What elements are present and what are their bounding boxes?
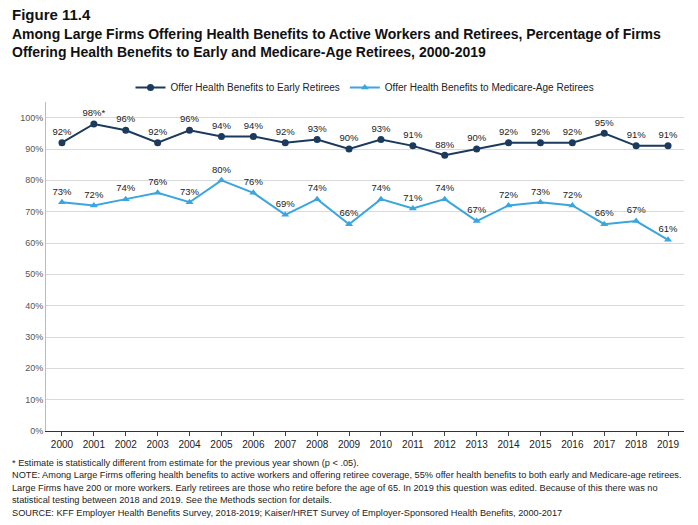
html-text:Among Large Firms Offering Hea: Among Large Firms Offering Health Benefi… [12, 26, 661, 61]
svg-text:71%: 71% [403, 192, 423, 203]
svg-text:73%: 73% [180, 186, 200, 197]
svg-text:90%: 90% [467, 133, 487, 144]
svg-text:72%: 72% [499, 189, 519, 200]
svg-text:2011: 2011 [402, 439, 424, 450]
svg-text:Offer Health Benefits to Early: Offer Health Benefits to Early Retirees [171, 83, 340, 94]
svg-text:72%: 72% [84, 189, 104, 200]
html-text:NOTE: Among Large Firms offeri: NOTE: Among Large Firms offering health … [12, 470, 682, 506]
svg-text:2015: 2015 [529, 439, 552, 450]
svg-text:76%: 76% [244, 176, 264, 187]
svg-text:66%: 66% [340, 208, 360, 219]
svg-text:67%: 67% [627, 205, 647, 216]
svg-text:72%: 72% [563, 189, 583, 200]
svg-text:93%: 93% [371, 123, 391, 134]
svg-text:2012: 2012 [434, 439, 457, 450]
svg-text:2006: 2006 [242, 439, 265, 450]
svg-text:90%: 90% [25, 145, 43, 155]
svg-text:2007: 2007 [274, 439, 297, 450]
svg-text:91%: 91% [403, 129, 423, 140]
svg-text:Offer Health Benefits to Medic: Offer Health Benefits to Medicare-Age Re… [385, 83, 594, 94]
svg-text:94%: 94% [212, 120, 232, 131]
svg-text:2003: 2003 [147, 439, 170, 450]
svg-text:91%: 91% [627, 129, 647, 140]
svg-text:95%: 95% [595, 117, 615, 128]
svg-text:2000: 2000 [51, 439, 74, 450]
svg-text:76%: 76% [148, 176, 168, 187]
svg-text:80%: 80% [212, 164, 232, 175]
svg-text:67%: 67% [467, 205, 487, 216]
svg-text:91%: 91% [659, 129, 679, 140]
svg-text:80%: 80% [25, 176, 43, 186]
svg-text:10%: 10% [25, 395, 43, 405]
svg-text:2010: 2010 [370, 439, 393, 450]
html-text:SOURCE: KFF Employer Health Be: SOURCE: KFF Employer Health Benefits Sur… [12, 507, 563, 518]
svg-text:96%: 96% [180, 114, 200, 125]
svg-text:74%: 74% [435, 183, 455, 194]
svg-text:66%: 66% [595, 208, 615, 219]
svg-text:94%: 94% [244, 120, 264, 131]
svg-text:40%: 40% [25, 301, 43, 311]
svg-text:2014: 2014 [497, 439, 520, 450]
svg-text:100%: 100% [20, 113, 43, 123]
svg-text:73%: 73% [52, 186, 72, 197]
svg-text:0%: 0% [30, 427, 43, 437]
svg-text:73%: 73% [531, 186, 551, 197]
svg-text:2019: 2019 [657, 439, 680, 450]
svg-text:74%: 74% [308, 183, 328, 194]
svg-text:98%*: 98%* [82, 108, 105, 119]
svg-text:74%: 74% [371, 183, 391, 194]
svg-text:2009: 2009 [338, 439, 361, 450]
svg-text:2017: 2017 [593, 439, 616, 450]
svg-text:70%: 70% [25, 207, 43, 217]
svg-text:74%: 74% [116, 183, 136, 194]
svg-text:2001: 2001 [83, 439, 106, 450]
svg-text:2005: 2005 [210, 439, 233, 450]
svg-text:92%: 92% [276, 126, 296, 137]
svg-text:92%: 92% [499, 126, 519, 137]
svg-text:90%: 90% [340, 133, 360, 144]
svg-text:92%: 92% [148, 126, 168, 137]
svg-text:2016: 2016 [561, 439, 584, 450]
svg-text:92%: 92% [52, 126, 72, 137]
svg-text:50%: 50% [25, 270, 43, 280]
svg-text:92%: 92% [563, 126, 583, 137]
svg-text:96%: 96% [116, 114, 136, 125]
svg-text:61%: 61% [659, 223, 679, 234]
html-text:Figure 11.4: Figure 11.4 [12, 6, 91, 23]
svg-text:2004: 2004 [178, 439, 201, 450]
svg-text:30%: 30% [25, 333, 43, 343]
svg-text:60%: 60% [25, 239, 43, 249]
html-text:* Estimate is statistically di: * Estimate is statistically different fr… [12, 457, 359, 468]
svg-text:69%: 69% [276, 198, 296, 209]
svg-text:93%: 93% [308, 123, 328, 134]
svg-text:92%: 92% [531, 126, 551, 137]
svg-text:20%: 20% [25, 364, 43, 374]
svg-text:2013: 2013 [466, 439, 489, 450]
svg-text:2008: 2008 [306, 439, 329, 450]
svg-text:2002: 2002 [115, 439, 138, 450]
svg-text:88%: 88% [435, 139, 455, 150]
svg-text:2018: 2018 [625, 439, 648, 450]
